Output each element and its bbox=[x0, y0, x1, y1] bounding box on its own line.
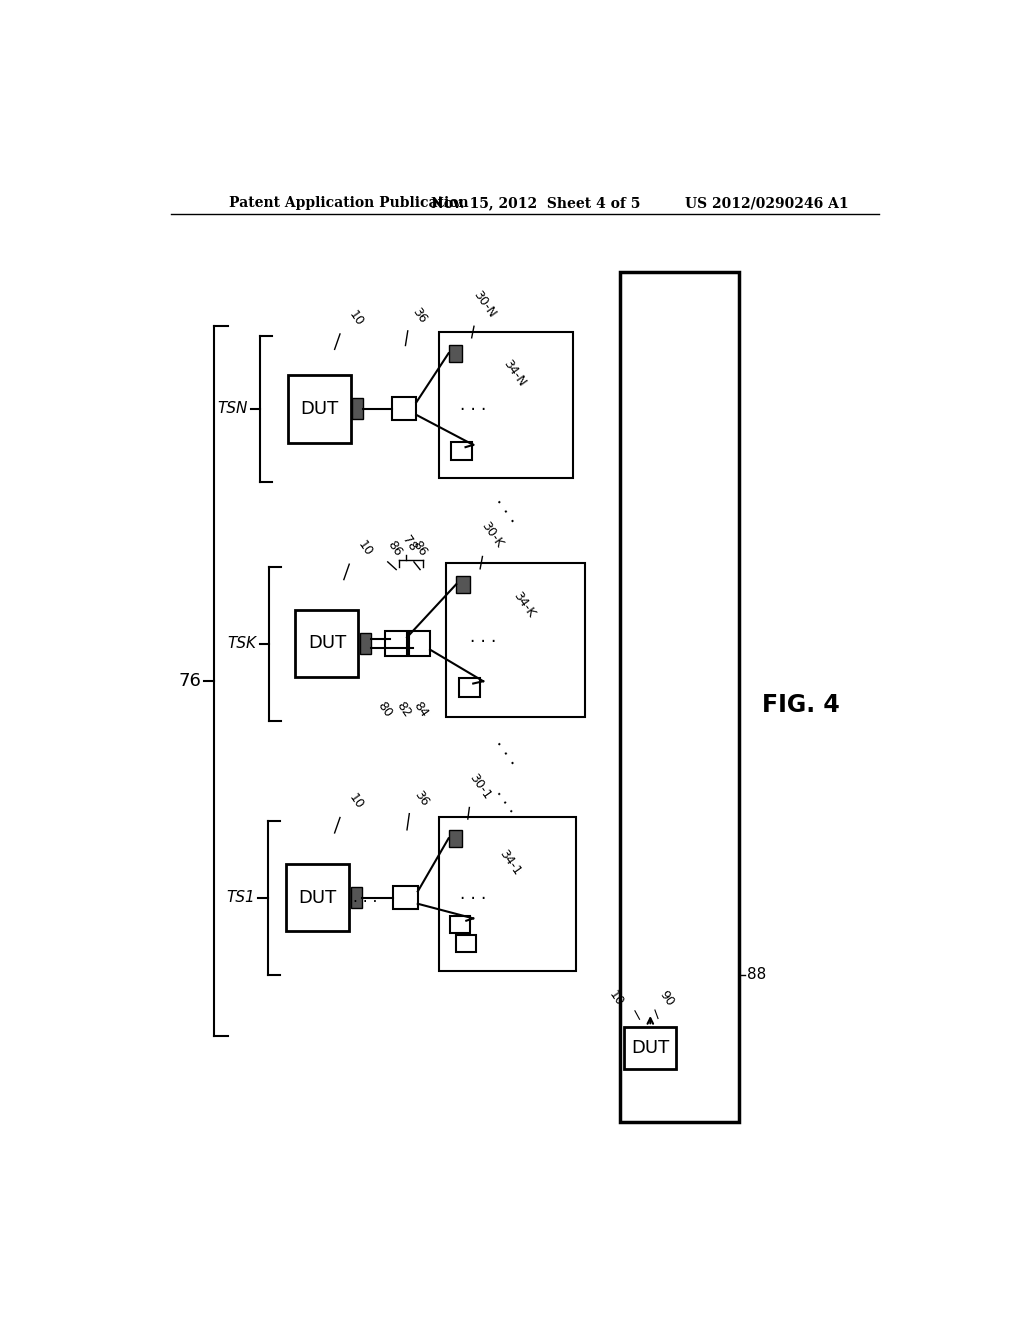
Text: 30-N: 30-N bbox=[471, 288, 499, 319]
Text: Patent Application Publication: Patent Application Publication bbox=[229, 197, 469, 210]
Text: 30-1: 30-1 bbox=[466, 771, 494, 803]
Text: DUT: DUT bbox=[631, 1039, 670, 1057]
Text: 36: 36 bbox=[412, 788, 431, 808]
Text: FIG. 4: FIG. 4 bbox=[762, 693, 840, 717]
Bar bbox=[295, 610, 358, 677]
Bar bbox=[620, 272, 739, 1122]
Bar bbox=[449, 345, 463, 362]
Text: . . .: . . . bbox=[353, 890, 378, 906]
Bar bbox=[351, 887, 361, 908]
Bar bbox=[459, 678, 480, 697]
Bar bbox=[451, 442, 472, 461]
Bar bbox=[625, 1027, 677, 1069]
Bar bbox=[352, 397, 364, 420]
Bar bbox=[391, 397, 416, 420]
Text: 10: 10 bbox=[606, 987, 626, 1008]
Text: 86: 86 bbox=[385, 539, 404, 558]
Text: 86: 86 bbox=[410, 539, 429, 558]
Bar bbox=[457, 936, 476, 952]
Text: Nov. 15, 2012  Sheet 4 of 5: Nov. 15, 2012 Sheet 4 of 5 bbox=[431, 197, 640, 210]
Text: . . .: . . . bbox=[493, 492, 523, 525]
Text: 30-K: 30-K bbox=[478, 520, 506, 550]
Text: . . .: . . . bbox=[460, 396, 486, 413]
Bar bbox=[393, 886, 418, 909]
Text: . . .: . . . bbox=[470, 628, 497, 647]
Text: DUT: DUT bbox=[300, 400, 338, 417]
Bar bbox=[449, 830, 463, 847]
Text: TS1: TS1 bbox=[226, 890, 255, 906]
Text: DUT: DUT bbox=[308, 635, 346, 652]
Text: . . .: . . . bbox=[493, 784, 523, 816]
Text: TSK: TSK bbox=[228, 636, 257, 651]
Text: 10: 10 bbox=[355, 539, 375, 558]
Text: US 2012/0290246 A1: US 2012/0290246 A1 bbox=[685, 197, 849, 210]
Bar bbox=[409, 631, 430, 656]
Text: 10: 10 bbox=[346, 308, 366, 329]
Text: 10: 10 bbox=[346, 792, 366, 812]
Bar bbox=[457, 576, 470, 593]
Text: . . .: . . . bbox=[493, 734, 523, 768]
Bar bbox=[451, 916, 470, 933]
Text: . . .: . . . bbox=[460, 884, 486, 903]
Text: DUT: DUT bbox=[299, 888, 337, 907]
Text: 84: 84 bbox=[411, 700, 431, 719]
Bar bbox=[360, 632, 371, 655]
Text: 82: 82 bbox=[394, 700, 414, 719]
Text: 88: 88 bbox=[746, 968, 766, 982]
Text: 90: 90 bbox=[656, 987, 676, 1008]
Bar bbox=[385, 631, 407, 656]
Bar bbox=[438, 331, 573, 478]
Text: 34-N: 34-N bbox=[500, 358, 527, 389]
Bar bbox=[446, 562, 585, 717]
Bar bbox=[438, 817, 575, 970]
Text: 76: 76 bbox=[178, 672, 202, 690]
Text: 78: 78 bbox=[399, 533, 419, 554]
Bar bbox=[288, 375, 351, 442]
Text: 34-K: 34-K bbox=[511, 590, 538, 620]
Text: 34-1: 34-1 bbox=[497, 847, 524, 878]
Text: TSN: TSN bbox=[217, 401, 248, 416]
Text: 80: 80 bbox=[375, 700, 394, 719]
Bar bbox=[286, 863, 349, 932]
Text: 36: 36 bbox=[410, 305, 429, 326]
